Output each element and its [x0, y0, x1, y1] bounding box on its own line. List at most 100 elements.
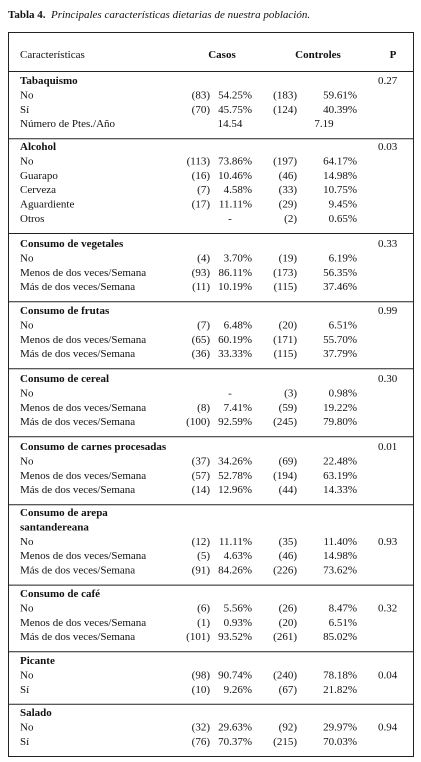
section-title: santandereana: [20, 521, 89, 533]
cell: (194): [273, 470, 297, 482]
row-label: No: [20, 602, 34, 614]
cell: (92): [279, 721, 298, 733]
cell: 78.18%: [323, 669, 357, 681]
cell: (5): [197, 550, 210, 562]
row-label: Aguardiente: [20, 199, 74, 211]
p-value: 0.94: [378, 721, 398, 733]
section-title: Consumo de carnes procesadas: [20, 441, 167, 453]
cell: 73.62%: [323, 565, 357, 577]
row-label: Menos de dos veces/Semana: [20, 550, 146, 562]
cell: 10.75%: [323, 184, 357, 196]
cell: 73.86%: [218, 155, 252, 167]
row-label: Más de dos veces/Semana: [20, 281, 135, 293]
cell: (7): [197, 184, 210, 196]
cell: 12.96%: [218, 484, 252, 496]
cell: (197): [273, 155, 297, 167]
cell: 3.70%: [224, 252, 252, 264]
cell: 84.26%: [218, 565, 252, 577]
row-label: No: [20, 721, 34, 733]
row-label: Menos de dos veces/Semana: [20, 402, 146, 414]
cell: (11): [192, 281, 210, 293]
cell: (46): [279, 550, 298, 562]
cell: (33): [279, 184, 298, 196]
cell: (26): [279, 602, 298, 614]
cell: (67): [279, 684, 298, 696]
p-value: 0.33: [378, 238, 398, 250]
row-label: Menos de dos veces/Semana: [20, 470, 146, 482]
cell: 11.40%: [323, 536, 357, 548]
cell: (7): [197, 319, 210, 331]
cell: (100): [186, 416, 210, 428]
p-value: 0.32: [378, 602, 397, 614]
cell: (44): [279, 484, 298, 496]
cell: 22.48%: [323, 455, 357, 467]
cell: (69): [279, 455, 298, 467]
row-label: Más de dos veces/Semana: [20, 416, 135, 428]
cell: 70.03%: [323, 736, 357, 748]
row-label: Otros: [20, 213, 44, 225]
row-label: Cerveza: [20, 184, 56, 196]
cell: -: [228, 213, 232, 225]
cell: 10.46%: [218, 170, 252, 182]
cell: 37.46%: [323, 281, 357, 293]
cell: (35): [279, 536, 298, 548]
cell: 4.58%: [224, 184, 252, 196]
cell: 64.17%: [323, 155, 357, 167]
section-title: Tabaquismo: [20, 75, 78, 87]
cell: 40.39%: [323, 104, 357, 116]
column-header: Controles: [295, 49, 341, 61]
cell: 6.19%: [329, 252, 357, 264]
row-label: No: [20, 387, 34, 399]
cell: (46): [279, 170, 298, 182]
cell: (20): [279, 617, 298, 629]
row-label: No: [20, 319, 34, 331]
row-label: No: [20, 155, 34, 167]
cell: 7.19: [314, 118, 334, 130]
cell: (17): [192, 199, 211, 211]
table-frame: [8, 32, 414, 757]
cell: 11.11%: [219, 536, 252, 548]
cell: 37.79%: [323, 348, 357, 360]
column-header: P: [390, 49, 397, 61]
cell: 0.93%: [224, 617, 252, 629]
cell: 19.22%: [323, 402, 357, 414]
cell: 70.37%: [218, 736, 252, 748]
p-value: 0.04: [378, 669, 398, 681]
cell: 45.75%: [218, 104, 252, 116]
cell: (3): [284, 387, 297, 399]
p-value: 0.30: [378, 373, 398, 385]
cell: 14.33%: [323, 484, 357, 496]
cell: 8.47%: [329, 602, 357, 614]
cell: (37): [192, 455, 211, 467]
p-value: 0.27: [378, 75, 398, 87]
cell: (226): [273, 565, 297, 577]
cell: (70): [192, 104, 211, 116]
cell: 34.26%: [218, 455, 252, 467]
row-label: Menos de dos veces/Semana: [20, 267, 146, 279]
cell: (240): [273, 669, 297, 681]
cell: 55.70%: [323, 334, 357, 346]
cell: 0.65%: [329, 213, 357, 225]
cell: 92.59%: [218, 416, 252, 428]
section-title: Picante: [20, 655, 55, 667]
cell: 60.19%: [218, 334, 252, 346]
p-value: 0.93: [378, 536, 398, 548]
cell: 6.48%: [224, 319, 252, 331]
cell: (20): [279, 319, 298, 331]
cell: 6.51%: [329, 319, 357, 331]
cell: 86.11%: [218, 267, 252, 279]
p-value: 0.01: [378, 441, 397, 453]
cell: 79.80%: [323, 416, 357, 428]
cell: (32): [192, 721, 211, 733]
cell: 9.26%: [224, 684, 252, 696]
cell: (113): [187, 155, 211, 167]
row-label: Más de dos veces/Semana: [20, 348, 135, 360]
cell: 59.61%: [323, 89, 357, 101]
cell: (261): [273, 631, 297, 643]
cell: 4.63%: [224, 550, 252, 562]
cell: (16): [192, 170, 211, 182]
cell: (6): [197, 602, 210, 614]
row-label: Guarapo: [20, 170, 58, 182]
